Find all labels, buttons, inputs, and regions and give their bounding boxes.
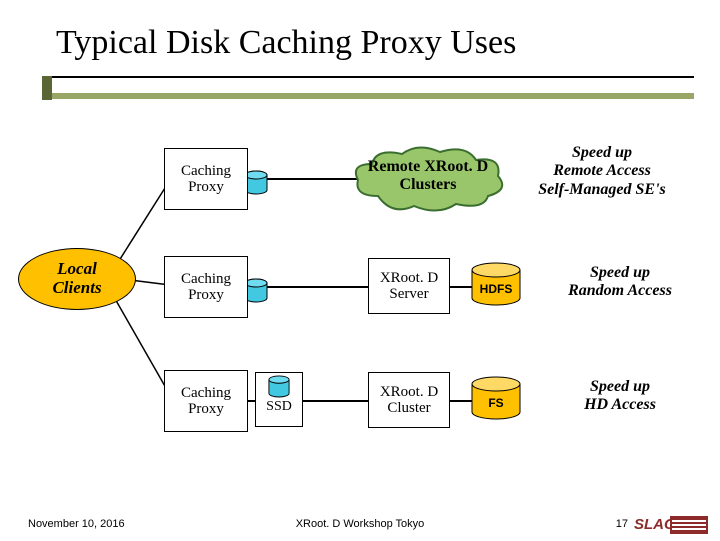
xrootd-server-label: XRoot. D Server [380, 270, 438, 303]
local-clients-label: Local Clients [52, 260, 101, 297]
caching-proxy-box-2: Caching Proxy [164, 256, 248, 318]
annotation-row3: Speed upHD Access [530, 378, 710, 415]
title-rule-bottom [52, 93, 694, 99]
slide-title: Typical Disk Caching Proxy Uses [56, 24, 690, 61]
remote-clusters-label: Remote XRoot. D Clusters [348, 158, 508, 193]
footer-venue: XRoot. D Workshop Tokyo [0, 518, 720, 530]
svg-text:SLAC: SLAC [634, 516, 676, 533]
title-accent-block [42, 76, 52, 100]
caching-proxy-label-2: Caching Proxy [181, 271, 231, 304]
footer-page-number: 17 [616, 518, 628, 530]
caching-proxy-box-3: Caching Proxy [164, 370, 248, 432]
slide-footer: November 10, 2016 XRoot. D Workshop Toky… [0, 508, 720, 532]
diagram-area: Local Clients Caching Proxy Remote XRoot… [0, 120, 720, 480]
title-rule-top [52, 76, 694, 78]
ssd-label: SSD [256, 399, 302, 415]
hdfs-label: HDFS [470, 282, 522, 296]
fs-label: FS [470, 396, 522, 410]
annotation-row2: Speed upRandom Access [530, 264, 710, 301]
caching-proxy-box-1: Caching Proxy [164, 148, 248, 210]
local-clients-oval: Local Clients [18, 248, 136, 310]
caching-proxy-label-3: Caching Proxy [181, 385, 231, 418]
ssd-cylinder-icon [268, 375, 290, 397]
xrootd-cluster-box: XRoot. D Cluster [368, 372, 450, 428]
slac-logo: SLAC [634, 514, 708, 536]
ssd-box: SSD [255, 372, 303, 427]
caching-proxy-label-1: Caching Proxy [181, 163, 231, 196]
xrootd-cluster-label: XRoot. D Cluster [380, 384, 438, 417]
annotation-row1: Speed upRemote AccessSelf-Managed SE's [512, 144, 692, 199]
xrootd-server-box: XRoot. D Server [368, 258, 450, 314]
